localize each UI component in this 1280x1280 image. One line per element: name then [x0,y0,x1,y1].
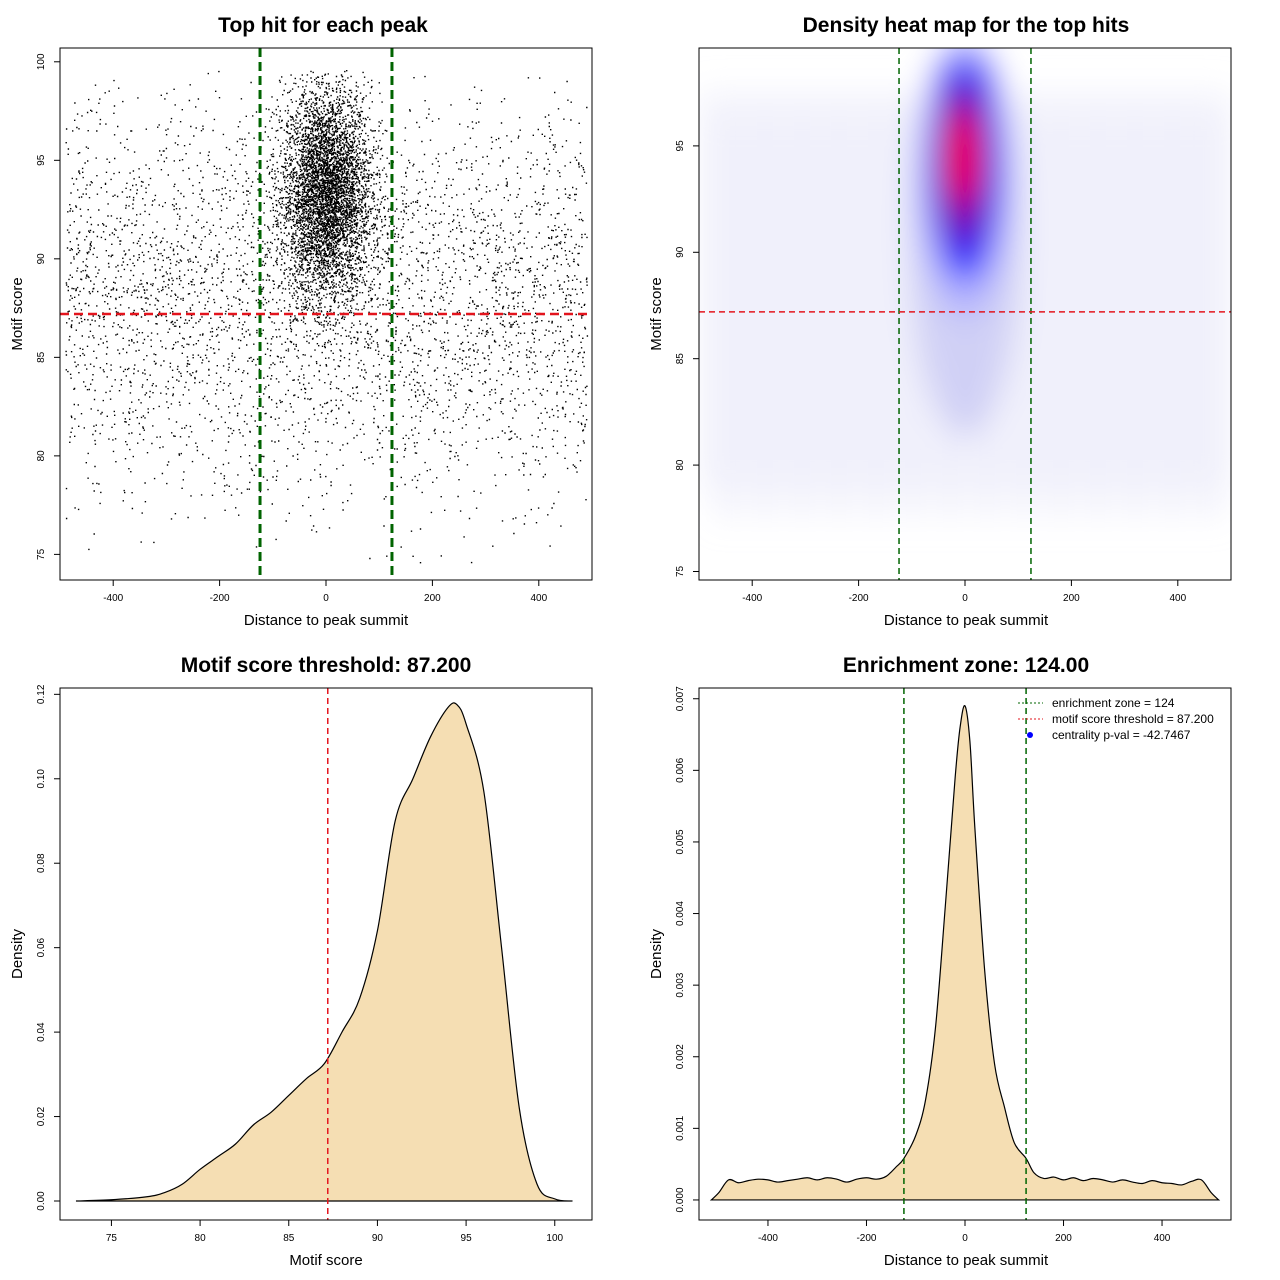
heatmap-x-tick-label: -200 [849,593,869,604]
heatmap-y-tick-label: 80 [675,459,686,471]
heatmap-surface [699,48,1231,580]
score-density-x-tick-label: 85 [283,1233,295,1244]
heatmap-x-label: Distance to peak summit [884,612,1049,629]
distance-density-panel: Enrichment zone: 124.00 -400 -200 0 200 400 … [648,654,1232,1269]
distance-density-y-tick-label: 0.005 [675,829,686,854]
score-density-y-tick-label: 0.12 [36,684,47,704]
legend-pval-marker [1027,732,1033,738]
scatter-panel: Top hit for each peak -400 -200 0 200 400 75… [9,14,593,629]
distance-density-x-tick-label: -400 [758,1233,778,1244]
score-density-y-tick-label: 0.06 [36,937,47,957]
legend-threshold-label: motif score threshold = 87.200 [1052,712,1214,726]
scatter-x-label: Distance to peak summit [244,612,409,629]
score-density-y-tick-label: 0.08 [36,853,47,873]
heatmap-panel: Density heat map for the top hits -400 -2… [648,14,1232,629]
scatter-reference-lines [60,48,592,580]
scatter-x-tick-label: -200 [210,593,230,604]
score-density-y-tick-label: 0.10 [36,769,47,789]
distance-density-x-axis: -400 -200 0 200 400 [758,1220,1171,1244]
heatmap-density [699,48,1231,518]
score-density-y-axis: 0.00 0.02 0.04 0.06 0.08 0.10 0.12 [36,684,60,1211]
score-density-x-tick-label: 90 [372,1233,384,1244]
score-density-y-tick-label: 0.04 [36,1022,47,1042]
score-density-y-tick-label: 0.00 [36,1191,47,1211]
score-density-x-tick-label: 100 [546,1233,563,1244]
distance-density-x-tick-label: 400 [1154,1233,1171,1244]
scatter-y-tick-label: 95 [36,154,47,166]
legend-pval-label: centrality p-val = -42.7467 [1052,728,1191,742]
scatter-x-tick-label: 200 [424,593,441,604]
scatter-x-tick-label: -400 [103,593,123,604]
distance-density-x-tick-label: 200 [1055,1233,1072,1244]
scatter-x-axis: -400 -200 0 200 400 [103,580,548,604]
distance-density-y-tick-label: 0.007 [675,686,686,711]
heatmap-x-tick-label: 400 [1169,593,1186,604]
heatmap-x-axis: -400 -200 0 200 400 [742,580,1187,604]
distance-density-y-tick-label: 0.001 [675,1115,686,1140]
scatter-y-tick-label: 85 [36,351,47,363]
heatmap-peak [948,108,978,205]
score-density-x-tick-label: 80 [195,1233,207,1244]
heatmap-y-axis: 75 80 85 90 95 [675,140,699,577]
heatmap-x-tick-label: -400 [742,593,762,604]
score-density-x-axis: 75 80 85 90 95 100 [106,1220,564,1244]
scatter-y-axis: 75 80 85 90 95 100 [36,53,60,560]
distance-density-curve [709,705,1221,1201]
scatter-y-tick-label: 90 [36,253,47,265]
scatter-y-label: Motif score [9,277,26,350]
scatter-points [65,70,589,564]
score-density-x-label: Motif score [289,1252,362,1269]
heatmap-y-tick-label: 90 [675,246,686,258]
heatmap-x-tick-label: 200 [1063,593,1080,604]
distance-density-y-tick-label: 0.006 [675,757,686,782]
distance-density-x-tick-label: -200 [856,1233,876,1244]
distance-density-x-tick-label: 0 [962,1233,968,1244]
score-density-y-label: Density [9,928,26,979]
distance-density-y-tick-label: 0.003 [675,972,686,997]
distance-density-y-label: Density [648,928,665,979]
distance-density-y-tick-label: 0.002 [675,1044,686,1069]
distance-density-title: Enrichment zone: 124.00 [843,654,1089,677]
score-density-plot-frame [59,687,593,1221]
scatter-y-tick-label: 100 [36,53,47,70]
heatmap-x-tick-label: 0 [962,593,968,604]
distance-density-y-axis: 0.000 0.001 0.002 0.003 0.004 0.005 0.006 0.007 [675,686,699,1212]
score-density-panel: Motif score threshold: 87.200 75 80 85 90 95… [9,654,593,1269]
distance-density-x-label: Distance to peak summit [884,1252,1049,1269]
enrichment-zone-lines [903,688,1027,1220]
heatmap-y-tick-label: 75 [675,565,686,577]
scatter-x-tick-label: 400 [530,593,547,604]
heatmap-reference-lines [699,48,1231,580]
scatter-y-tick-label: 80 [36,450,47,462]
score-density-title: Motif score threshold: 87.200 [181,654,472,677]
score-density-x-tick-label: 95 [461,1233,473,1244]
distance-density-y-tick-label: 0.004 [675,901,686,926]
distance-density-y-tick-label: 0.000 [675,1187,686,1212]
legend: enrichment zone = 124 motif score thresh… [1018,696,1214,742]
scatter-point-cloud [65,70,589,564]
heatmap-y-tick-label: 85 [675,353,686,365]
scatter-title: Top hit for each peak [218,14,428,37]
heatmap-title: Density heat map for the top hits [803,14,1130,37]
score-density-y-tick-label: 0.02 [36,1106,47,1126]
heatmap-y-tick-label: 95 [675,140,686,152]
score-density-curve [75,702,573,1202]
legend-zone-label: enrichment zone = 124 [1052,696,1175,710]
scatter-y-tick-label: 75 [36,548,47,560]
scatter-x-tick-label: 0 [323,593,329,604]
score-density-x-tick-label: 75 [106,1233,118,1244]
heatmap-y-label: Motif score [648,277,665,350]
